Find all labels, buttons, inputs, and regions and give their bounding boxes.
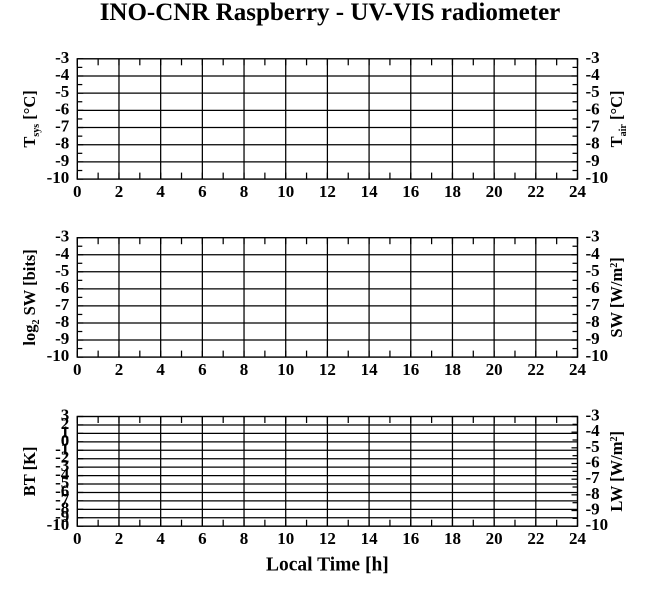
- svg-text:-3: -3: [586, 227, 600, 246]
- svg-text:3: 3: [61, 406, 70, 425]
- svg-text:-7: -7: [55, 295, 70, 314]
- svg-text:8: 8: [240, 529, 249, 548]
- svg-text:16: 16: [402, 360, 419, 379]
- svg-text:14: 14: [361, 529, 379, 548]
- svg-text:-6: -6: [55, 99, 69, 118]
- svg-text:-8: -8: [586, 312, 600, 331]
- svg-text:-10: -10: [47, 168, 70, 187]
- svg-text:2: 2: [115, 360, 124, 379]
- svg-text:-7: -7: [586, 295, 601, 314]
- svg-text:-9: -9: [55, 329, 69, 348]
- svg-text:-4: -4: [586, 65, 601, 84]
- svg-text:-6: -6: [586, 278, 600, 297]
- svg-text:-6: -6: [586, 99, 600, 118]
- svg-text:-7: -7: [586, 117, 601, 136]
- svg-text:22: 22: [527, 529, 544, 548]
- svg-text:4: 4: [156, 529, 165, 548]
- svg-text:8: 8: [240, 360, 249, 379]
- svg-text:INO-CNR Raspberry - UV-VIS rad: INO-CNR Raspberry - UV-VIS radiometer: [100, 0, 561, 26]
- svg-text:0: 0: [73, 360, 82, 379]
- svg-text:20: 20: [486, 182, 503, 201]
- svg-text:22: 22: [527, 182, 544, 201]
- svg-text:-8: -8: [55, 134, 69, 153]
- svg-text:16: 16: [402, 529, 419, 548]
- svg-text:10: 10: [277, 182, 294, 201]
- svg-text:12: 12: [319, 182, 336, 201]
- svg-text:-5: -5: [586, 82, 600, 101]
- svg-text:-4: -4: [55, 65, 70, 84]
- svg-text:log2 SW [bits]: log2 SW [bits]: [20, 249, 42, 345]
- svg-text:-9: -9: [586, 329, 600, 348]
- svg-text:16: 16: [402, 182, 419, 201]
- svg-text:0: 0: [73, 182, 82, 201]
- svg-text:14: 14: [361, 182, 379, 201]
- svg-text:LW [W/m2]: LW [W/m2]: [607, 431, 626, 512]
- svg-text:-10: -10: [586, 168, 609, 187]
- svg-text:24: 24: [569, 360, 587, 379]
- svg-text:-8: -8: [586, 134, 600, 153]
- svg-text:2: 2: [115, 182, 124, 201]
- svg-text:0: 0: [73, 529, 82, 548]
- svg-text:24: 24: [569, 182, 587, 201]
- svg-text:Local Time [h]: Local Time [h]: [266, 555, 389, 576]
- svg-text:-3: -3: [586, 48, 600, 67]
- svg-text:BT [K]: BT [K]: [20, 447, 39, 497]
- svg-text:Tair [°C]: Tair [°C]: [607, 91, 629, 148]
- svg-text:-3: -3: [586, 406, 600, 425]
- svg-text:12: 12: [319, 529, 336, 548]
- svg-text:6: 6: [198, 182, 207, 201]
- svg-text:18: 18: [444, 529, 461, 548]
- svg-text:14: 14: [361, 360, 379, 379]
- svg-text:18: 18: [444, 182, 461, 201]
- svg-text:-3: -3: [55, 227, 69, 246]
- svg-text:-6: -6: [55, 278, 69, 297]
- svg-text:-10: -10: [586, 346, 609, 365]
- svg-text:-5: -5: [55, 82, 69, 101]
- svg-text:10: 10: [277, 529, 294, 548]
- svg-text:6: 6: [198, 529, 207, 548]
- svg-text:20: 20: [486, 360, 503, 379]
- svg-text:Tsys [°C]: Tsys [°C]: [20, 90, 42, 147]
- svg-text:22: 22: [527, 360, 544, 379]
- svg-text:6: 6: [198, 360, 207, 379]
- svg-text:2: 2: [115, 529, 124, 548]
- svg-text:-5: -5: [55, 261, 69, 280]
- svg-text:-9: -9: [586, 151, 600, 170]
- svg-text:-4: -4: [586, 244, 601, 263]
- svg-text:-8: -8: [55, 312, 69, 331]
- svg-text:8: 8: [240, 182, 249, 201]
- svg-text:-9: -9: [55, 151, 69, 170]
- svg-text:-7: -7: [55, 117, 70, 136]
- svg-text:20: 20: [486, 529, 503, 548]
- svg-text:SW [W/m2]: SW [W/m2]: [607, 257, 626, 337]
- svg-text:18: 18: [444, 360, 461, 379]
- svg-text:4: 4: [156, 360, 165, 379]
- svg-text:-10: -10: [47, 346, 70, 365]
- svg-text:-4: -4: [55, 244, 70, 263]
- svg-text:10: 10: [277, 360, 294, 379]
- svg-text:24: 24: [569, 529, 587, 548]
- svg-text:-3: -3: [55, 48, 69, 67]
- svg-text:12: 12: [319, 360, 336, 379]
- svg-text:4: 4: [156, 182, 165, 201]
- svg-text:-5: -5: [586, 261, 600, 280]
